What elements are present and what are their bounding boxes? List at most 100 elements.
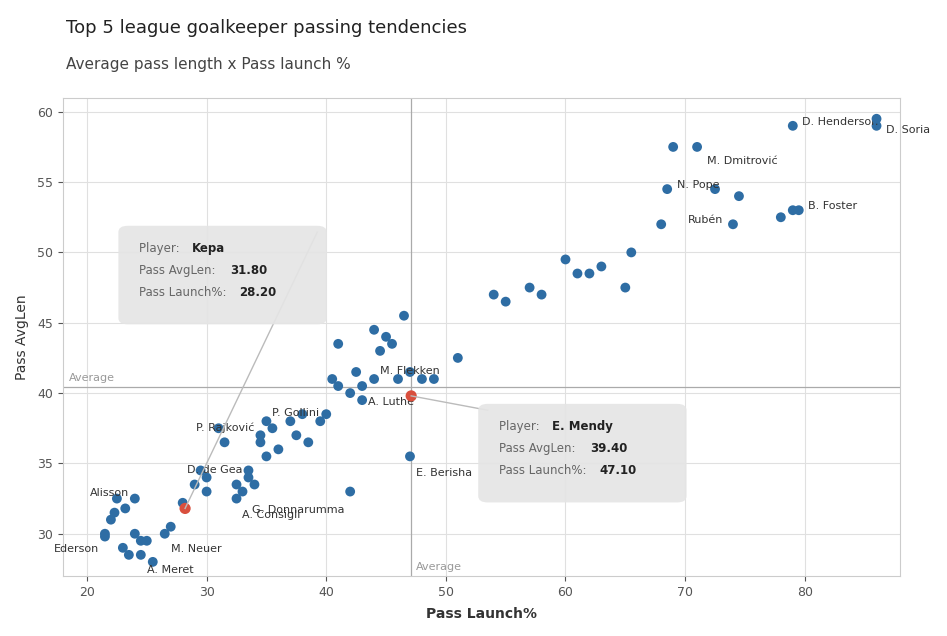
- Point: [247, 480, 262, 490]
- Point: [188, 480, 203, 490]
- Point: [289, 430, 304, 440]
- Point: [707, 184, 723, 194]
- X-axis label: Pass Launch%: Pass Launch%: [426, 607, 537, 621]
- Point: [98, 529, 113, 539]
- Point: [325, 374, 340, 384]
- Text: 39.40: 39.40: [590, 442, 627, 455]
- Text: Pass Launch%:: Pass Launch%:: [499, 464, 590, 476]
- Point: [450, 353, 465, 363]
- Point: [570, 268, 585, 279]
- Text: Pass AvgLen:: Pass AvgLen:: [499, 442, 580, 455]
- Point: [134, 550, 149, 560]
- Point: [666, 142, 681, 152]
- Point: [689, 142, 705, 152]
- Point: [498, 296, 513, 307]
- Point: [869, 114, 884, 124]
- Point: [134, 536, 149, 546]
- Text: Top 5 league goalkeeper passing tendencies: Top 5 league goalkeeper passing tendenci…: [66, 19, 467, 37]
- Text: Pass AvgLen:: Pass AvgLen:: [139, 264, 220, 277]
- Point: [116, 543, 131, 553]
- Text: D. de Gea: D. de Gea: [187, 466, 242, 476]
- Point: [869, 121, 884, 131]
- Text: Average: Average: [69, 373, 115, 384]
- Point: [301, 437, 316, 447]
- Point: [139, 536, 154, 546]
- Y-axis label: Pass AvgLen: Pass AvgLen: [15, 294, 29, 380]
- Point: [343, 487, 358, 497]
- Point: [259, 416, 274, 426]
- Text: E. Mendy: E. Mendy: [552, 420, 613, 433]
- Point: [253, 437, 268, 447]
- Point: [103, 515, 118, 525]
- Text: Kepa: Kepa: [192, 242, 225, 255]
- Point: [594, 261, 609, 272]
- Point: [331, 381, 346, 391]
- Point: [725, 219, 741, 230]
- Point: [774, 212, 789, 223]
- Point: [241, 473, 256, 483]
- Point: [211, 423, 226, 433]
- Point: [522, 282, 537, 293]
- Point: [271, 445, 286, 455]
- Point: [157, 529, 172, 539]
- Text: 47.10: 47.10: [599, 464, 636, 476]
- Point: [283, 416, 298, 426]
- Text: G. Donnarumma: G. Donnarumma: [252, 505, 344, 515]
- Point: [653, 219, 669, 230]
- Point: [397, 310, 412, 321]
- Point: [177, 503, 192, 513]
- Text: Alisson: Alisson: [90, 488, 129, 498]
- Text: Average pass length x Pass launch %: Average pass length x Pass launch %: [66, 57, 351, 73]
- Point: [127, 494, 142, 504]
- Text: Player:: Player:: [499, 420, 544, 433]
- Point: [731, 191, 746, 201]
- Point: [486, 289, 501, 300]
- Point: [558, 254, 573, 265]
- Point: [295, 409, 310, 419]
- Text: D. Soria: D. Soria: [886, 125, 930, 135]
- Point: [660, 184, 675, 194]
- Point: [265, 423, 280, 433]
- Point: [791, 205, 806, 216]
- Point: [259, 452, 274, 462]
- Point: [229, 494, 244, 504]
- Text: 28.20: 28.20: [240, 286, 277, 298]
- Point: [193, 466, 208, 476]
- Point: [199, 487, 214, 497]
- Text: Ederson: Ederson: [54, 544, 98, 554]
- Point: [403, 391, 419, 401]
- Point: [253, 430, 268, 440]
- Point: [217, 437, 232, 447]
- Point: [402, 367, 418, 377]
- Point: [366, 325, 382, 335]
- Point: [163, 522, 178, 532]
- Text: A. Meret: A. Meret: [147, 565, 193, 576]
- Point: [354, 395, 369, 405]
- Point: [534, 289, 549, 300]
- Point: [107, 508, 122, 518]
- Point: [785, 121, 800, 131]
- Text: P. Gollini: P. Gollini: [273, 408, 319, 418]
- Point: [390, 374, 405, 384]
- Point: [121, 550, 136, 560]
- Point: [617, 282, 633, 293]
- Point: [331, 339, 346, 349]
- Point: [348, 367, 364, 377]
- Point: [372, 346, 387, 356]
- Text: D. Henderson: D. Henderson: [802, 116, 879, 127]
- Text: Pass Launch%:: Pass Launch%:: [139, 286, 230, 298]
- Point: [145, 556, 160, 567]
- Point: [354, 381, 369, 391]
- Point: [235, 487, 250, 497]
- Point: [581, 268, 597, 279]
- Point: [241, 466, 256, 476]
- Point: [127, 529, 142, 539]
- Text: E. Berisha: E. Berisha: [416, 468, 473, 478]
- Point: [415, 374, 430, 384]
- Point: [229, 480, 244, 490]
- Text: N. Pope: N. Pope: [677, 180, 720, 190]
- Text: Rubén: Rubén: [688, 215, 724, 225]
- Point: [624, 247, 639, 258]
- Point: [98, 532, 113, 542]
- Point: [318, 409, 333, 419]
